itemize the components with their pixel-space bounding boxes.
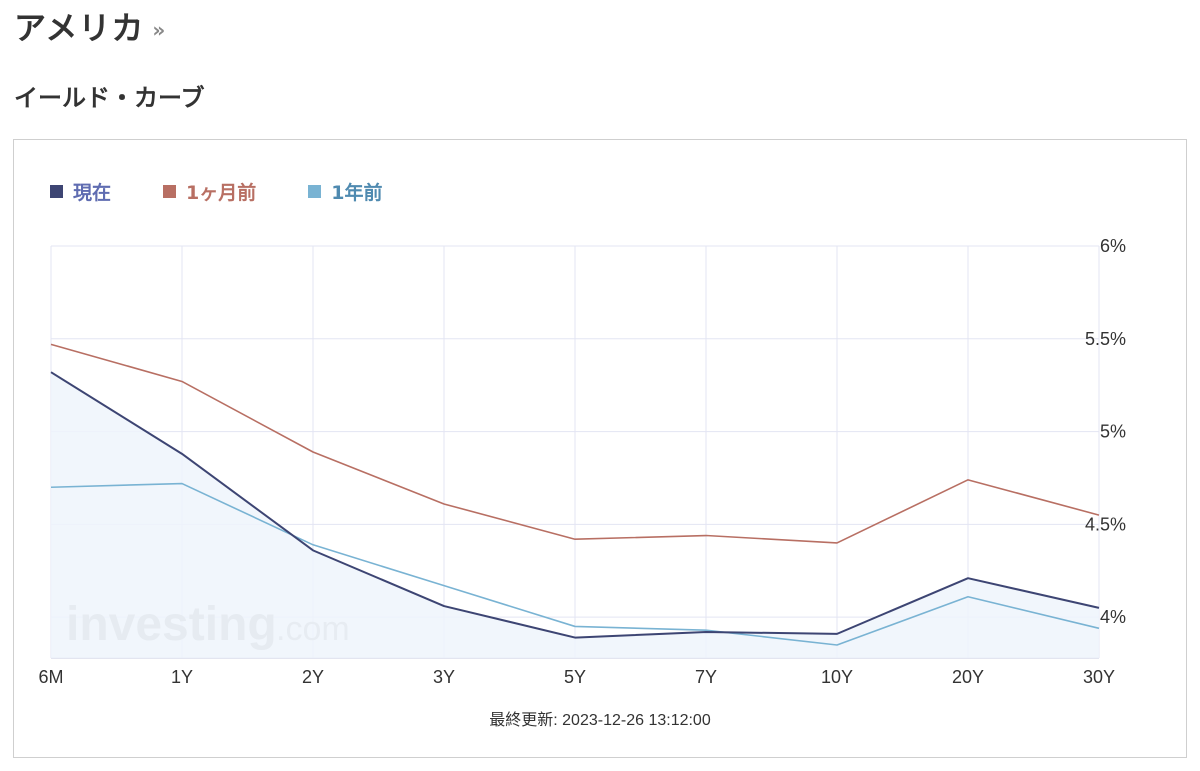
x-tick-label: 3Y [433, 667, 455, 687]
legend-swatch-year-ago [308, 185, 322, 198]
series-line-current [50, 371, 1100, 639]
x-axis-labels: 6M 1Y 2Y 3Y 5Y 7Y 10Y 20Y 30Y [38, 667, 1115, 687]
x-tick-label: 5Y [564, 667, 586, 687]
area-layer [51, 372, 1099, 658]
chevron-right-icon[interactable]: » [152, 18, 166, 42]
current-area-fill [51, 372, 1099, 658]
legend-swatch-current [50, 185, 63, 198]
y-axis-labels: 4% 4.5% 5% 5.5% 6% [1085, 236, 1126, 627]
x-tick-label: 7Y [695, 667, 717, 687]
x-tick-label: 10Y [821, 667, 853, 687]
y-tick-label: 6% [1100, 236, 1126, 256]
series-lines [50, 343, 1100, 646]
legend-item-year-ago[interactable]: 1年前 [308, 178, 382, 205]
title-row: アメリカ » [14, 4, 165, 48]
last-updated: 最終更新: 2023-12-26 13:12:00 [489, 712, 711, 729]
series-line-year-ago [50, 482, 1100, 646]
series-line-month-ago [50, 343, 1100, 544]
chart-section-title: イールド・カーブ [14, 84, 205, 112]
y-tick-label: 5% [1100, 422, 1126, 442]
legend-label-current: 現在 [73, 182, 112, 204]
page-title[interactable]: アメリカ [14, 9, 145, 47]
chart-legend: 現在 1ヶ月前 1年前 [50, 178, 382, 205]
x-tick-label: 2Y [302, 667, 324, 687]
legend-item-month-ago[interactable]: 1ヶ月前 [163, 178, 256, 205]
y-tick-label: 4.5% [1085, 514, 1126, 534]
legend-label-month-ago: 1ヶ月前 [186, 182, 257, 204]
y-tick-label: 5.5% [1085, 329, 1126, 349]
yield-curve-chart: 現在 1ヶ月前 1年前 investing .com 6M1Y2Y3Y5Y7Y1… [13, 139, 1187, 758]
x-tick-label: 1Y [171, 667, 193, 687]
legend-swatch-month-ago [163, 185, 177, 198]
y-tick-label: 4% [1100, 607, 1126, 627]
x-tick-label: 20Y [952, 667, 984, 687]
legend-label-year-ago: 1年前 [331, 182, 383, 204]
legend-item-current[interactable]: 現在 [50, 178, 111, 205]
x-tick-label: 6M [38, 667, 63, 687]
x-tick-label: 30Y [1083, 667, 1115, 687]
